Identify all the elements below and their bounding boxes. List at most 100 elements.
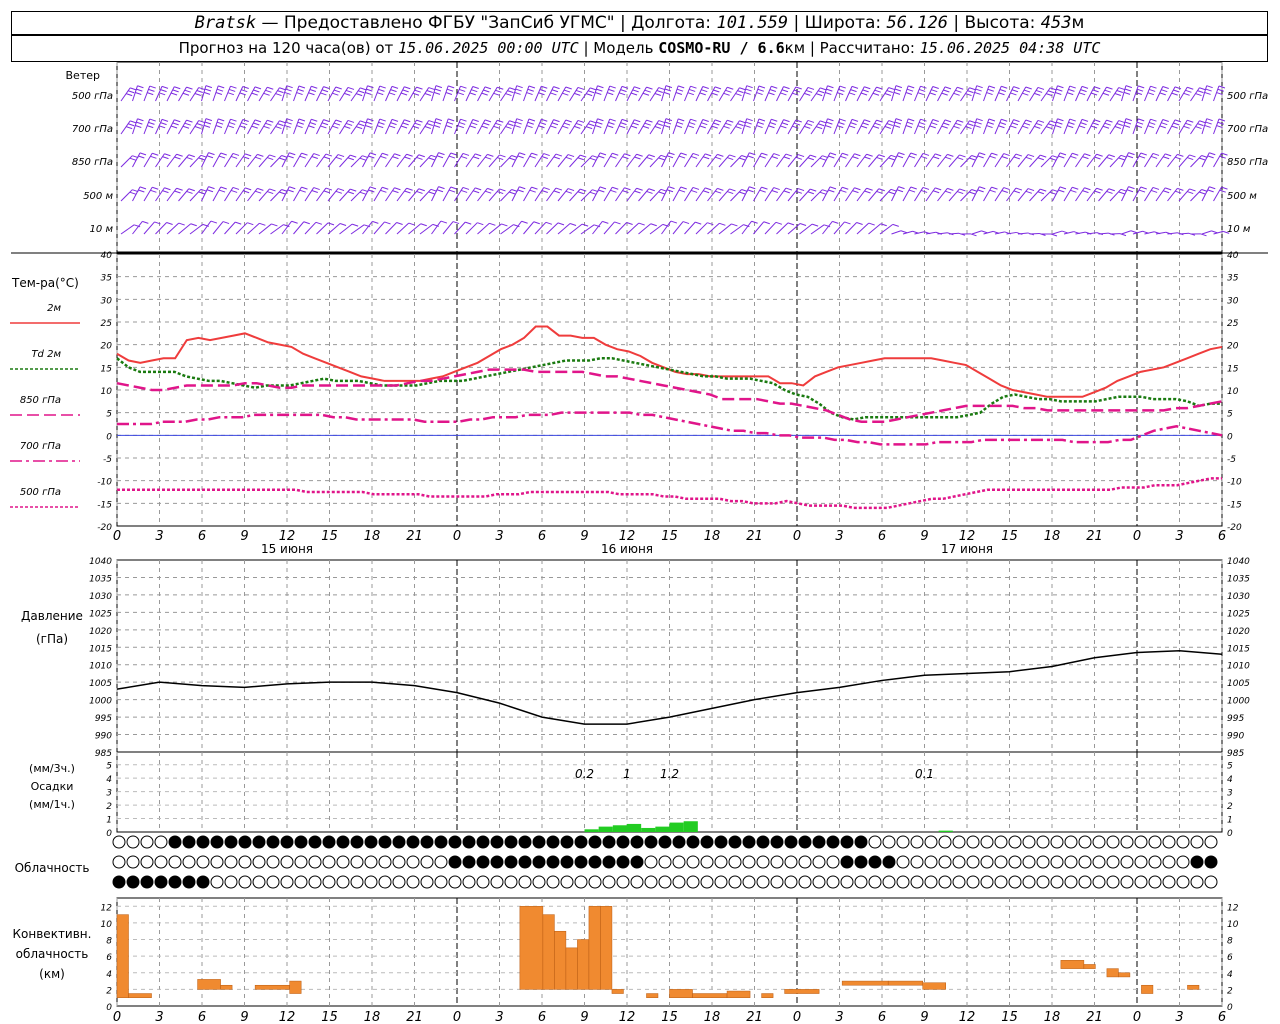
cloud-cover-symbol [1036, 855, 1050, 869]
wind-barb-feather [477, 222, 484, 226]
wind-barb-feather [277, 90, 284, 94]
temp-series-line [117, 411, 1223, 446]
pres-y-tick-right: 1025 [1227, 609, 1250, 619]
wind-barb-shaft [810, 155, 823, 168]
wind-barb-feather [301, 152, 308, 156]
wind-barb-feather [388, 92, 396, 96]
wind-barb-feather [194, 126, 202, 129]
wind-barb-feather [298, 85, 306, 89]
wind-barb-feather [149, 118, 156, 122]
wind-barb-feather [1027, 154, 1035, 158]
wind-barb-feather [484, 86, 492, 90]
cloud-cover-symbol [910, 835, 924, 849]
cloud-cover-symbol [168, 855, 182, 869]
wind-barb-shaft [327, 119, 337, 135]
wind-barb-feather [227, 92, 235, 96]
wind-barb-feather [186, 86, 193, 90]
wind-barb-shaft [948, 188, 960, 202]
wind-barb-feather [350, 188, 357, 192]
wind-barb-feather [497, 86, 504, 90]
wind-barb-feather [807, 86, 815, 90]
cloud-cover-symbol [350, 855, 364, 869]
wind-barb-feather [981, 230, 988, 234]
wind-barb-feather [717, 187, 724, 191]
wind-barb-shaft [868, 223, 882, 235]
wind-barb-feather [701, 89, 708, 93]
cloud-cover-symbol [126, 855, 140, 869]
convective-bar [220, 984, 233, 990]
wind-barb-shaft [707, 188, 718, 202]
wind-barb-shaft [925, 187, 936, 202]
wind-barb-shaft [914, 231, 925, 235]
wind-barb-feather [781, 89, 789, 93]
wind-barb-shaft [891, 118, 897, 135]
wind-title: Ветер [66, 69, 100, 82]
wind-barb-shaft [718, 223, 732, 235]
wind-barb-feather [862, 89, 869, 93]
wind-barb-feather [402, 122, 409, 126]
wind-barb-shaft [189, 120, 200, 135]
wind-barb-feather [178, 222, 185, 226]
wind-barb-shaft [1121, 152, 1129, 168]
wind-barb-feather [125, 93, 133, 97]
conv-x-tick: 18 [704, 1010, 721, 1024]
wind-barb-feather [852, 190, 859, 194]
wind-barb-shaft [1063, 118, 1071, 135]
wind-barb-shaft [557, 188, 569, 202]
wind-barb-shaft [419, 154, 432, 168]
wind-barb-feather [975, 88, 982, 92]
wind-barb-feather [367, 118, 374, 122]
wind-barb-shaft [224, 85, 231, 102]
wind-barb-shaft [1075, 153, 1085, 168]
wind-barb-shaft [500, 87, 510, 102]
wind-barb-feather [574, 92, 581, 96]
wind-barb-feather [445, 92, 453, 96]
wind-barb-shaft [741, 118, 748, 135]
wind-barb-shaft [833, 153, 843, 168]
wind-barb-feather [1150, 189, 1158, 193]
wind-barb-feather [137, 118, 144, 122]
wind-barb-feather [446, 121, 454, 125]
wind-barb-feather [1102, 125, 1110, 129]
cloud-cover-symbol [1036, 835, 1050, 849]
temp-y-tick-right: -15 [1227, 500, 1242, 510]
wind-barb-feather [987, 88, 994, 92]
cloud-cover-symbol [630, 855, 644, 869]
wind-barb-feather [1045, 126, 1053, 130]
wind-barb-feather [1070, 189, 1077, 193]
cloud-cover-symbol [1106, 875, 1120, 889]
wind-barb-shaft [1144, 85, 1151, 102]
wind-barb-feather [517, 155, 524, 159]
wind-barb-shaft [960, 155, 972, 168]
wind-barb-shaft [373, 153, 383, 168]
wind-barb-feather [434, 121, 442, 125]
wind-barb-feather [391, 118, 399, 122]
wind-barb-feather [452, 221, 460, 225]
wind-barb-feather [898, 186, 905, 190]
wind-barb-feather [475, 153, 482, 157]
wind-barb-feather [553, 190, 560, 194]
wind-barb-feather [495, 89, 502, 93]
pres-y-tick-right: 1005 [1227, 679, 1250, 689]
wind-barb-feather [1106, 156, 1113, 160]
conv-y-tick: 8 [106, 937, 112, 947]
wind-barb-feather [1162, 86, 1169, 89]
convective-bar [726, 990, 751, 998]
wind-barb-shaft [488, 154, 500, 168]
wind-level-label: 850 гПа [72, 157, 113, 168]
wind-barb-feather [1221, 186, 1228, 190]
wind-barb-shaft [994, 231, 1005, 235]
wind-barb-feather [771, 118, 778, 122]
cloud-cover-symbol [966, 875, 980, 889]
convective-bar [197, 979, 221, 990]
wind-barb-feather [979, 152, 986, 156]
wind-barb-shaft [258, 154, 270, 168]
wind-barb-shaft [339, 154, 351, 168]
wind-barb-shaft [799, 87, 809, 102]
wind-barb-feather [1058, 155, 1065, 159]
wind-barb-shaft [1029, 120, 1039, 135]
wind-barb-feather [759, 155, 766, 159]
temp-x-tick: 21 [406, 529, 423, 544]
wind-barb-shaft [1029, 154, 1041, 168]
wind-barb-feather [1037, 157, 1045, 161]
